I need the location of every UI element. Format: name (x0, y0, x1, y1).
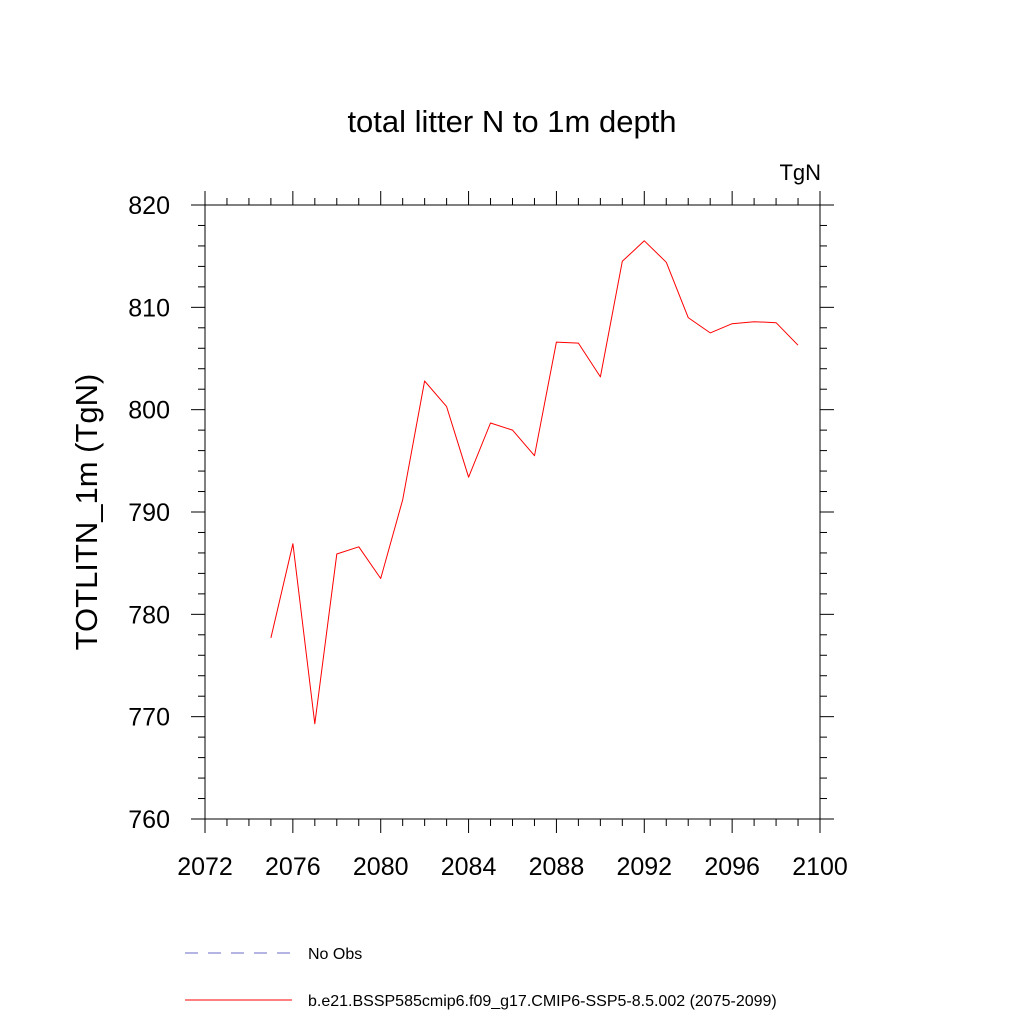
y-axis-label: TOTLITN_1m (TgN) (69, 374, 104, 651)
x-tick-label: 2084 (441, 853, 497, 881)
chart-title: total litter N to 1m depth (347, 104, 676, 139)
y-tick-label: 800 (128, 397, 170, 425)
y-tick-label: 790 (128, 499, 170, 527)
y-tick-label: 760 (128, 806, 170, 834)
x-tick-label: 2088 (529, 853, 585, 881)
y-tick-label: 770 (128, 704, 170, 732)
x-tick-label: 2096 (704, 853, 760, 881)
y-tick-label: 810 (128, 294, 170, 322)
y-tick-label: 780 (128, 601, 170, 629)
legend-label: No Obs (308, 946, 362, 963)
x-tick-label: 2076 (265, 853, 321, 881)
axis-tick-labels: 2072 2076 2080 2084 2088 2092 2096 2100 760 770 78… (128, 192, 848, 881)
series-layer (270, 240, 799, 725)
x-tick-label: 2100 (792, 853, 848, 881)
y-tick-label: 820 (128, 192, 170, 220)
x-tick-label: 2092 (616, 853, 672, 881)
axis-ticks (191, 191, 834, 833)
legend: No Obs b.e21.BSSP585cmip6.f09_g17.CMIP6-S… (185, 946, 777, 1010)
legend-label: b.e21.BSSP585cmip6.f09_g17.CMIP6-SSP5-8.… (308, 993, 777, 1010)
x-tick-label: 2080 (353, 853, 409, 881)
x-tick-label: 2072 (177, 853, 233, 881)
units-label: TgN (779, 160, 821, 185)
series-line (270, 240, 799, 725)
